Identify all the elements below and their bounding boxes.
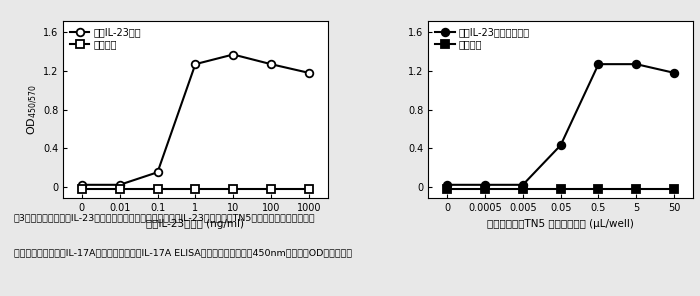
Y-axis label: OD$_{450/570}$: OD$_{450/570}$	[26, 84, 40, 135]
Legend: ヒトIL-23標品, 陰性対照: ヒトIL-23標品, 陰性対照	[68, 25, 143, 52]
ブタIL-23含有培養上清	[519, 183, 527, 186]
ブタIL-23含有培養上清	[443, 183, 452, 186]
ヒトIL-23標品	[78, 183, 86, 186]
ヒトIL-23標品	[153, 170, 162, 174]
陰性対照	[519, 187, 527, 190]
陰性対照	[670, 187, 678, 190]
Text: 図3　組み換え型ブタIL-23の生物活性　マウス脾細胞をブタIL-23を含有するTN5細胞培養上清の存在下で: 図3 組み換え型ブタIL-23の生物活性 マウス脾細胞をブタIL-23を含有する…	[14, 213, 316, 222]
陰性対照	[153, 187, 162, 190]
ブタIL-23含有培養上清	[594, 62, 603, 66]
ヒトIL-23標品	[229, 53, 237, 56]
陰性対照	[594, 187, 603, 190]
X-axis label: ウイルス感染TN5 細胞培養上清 (μL/well): ウイルス感染TN5 細胞培養上清 (μL/well)	[487, 219, 634, 229]
ブタIL-23含有培養上清	[632, 62, 640, 66]
X-axis label: ヒトIL-23添加量 (ng/ml): ヒトIL-23添加量 (ng/ml)	[146, 219, 244, 229]
Text: ４日間培養した際のIL-17Aの産生量をマウスIL-17A ELISAを用いて測定（波長450nmにおけるOD値で表記）: ４日間培養した際のIL-17Aの産生量をマウスIL-17A ELISAを用いて測…	[14, 249, 352, 258]
陰性対照	[481, 187, 489, 190]
陰性対照	[556, 187, 565, 190]
ヒトIL-23標品	[304, 71, 313, 75]
陰性対照	[443, 187, 452, 190]
ブタIL-23含有培養上清	[670, 71, 678, 75]
陰性対照	[116, 187, 124, 190]
Legend: ブタIL-23含有培養上清, 陰性対照: ブタIL-23含有培養上清, 陰性対照	[433, 25, 531, 52]
陰性対照	[229, 187, 237, 190]
ヒトIL-23標品	[116, 183, 124, 186]
Line: ブタIL-23含有培養上清: ブタIL-23含有培養上清	[443, 60, 678, 189]
ブタIL-23含有培養上清	[556, 144, 565, 147]
ブタIL-23含有培養上清	[481, 183, 489, 186]
陰性対照	[304, 187, 313, 190]
陰性対照	[267, 187, 275, 190]
Line: ヒトIL-23標品: ヒトIL-23標品	[78, 51, 313, 189]
陰性対照	[191, 187, 200, 190]
ヒトIL-23標品	[267, 62, 275, 66]
陰性対照	[632, 187, 640, 190]
Line: 陰性対照: 陰性対照	[78, 185, 313, 192]
ヒトIL-23標品	[191, 62, 200, 66]
陰性対照	[78, 187, 86, 190]
Line: 陰性対照: 陰性対照	[443, 185, 678, 192]
